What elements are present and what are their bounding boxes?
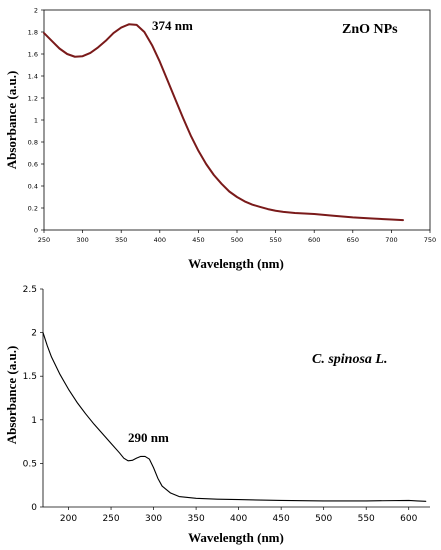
x-tick-label: 400 (154, 236, 166, 244)
y-axis-label: Absorbance (a.u.) (4, 71, 19, 170)
y-tick-label: 2 (31, 329, 37, 339)
y-tick-label: 1.2 (28, 95, 38, 103)
y-tick-label: 1.5 (23, 372, 37, 382)
x-tick-label: 250 (102, 514, 119, 524)
y-tick-label: 0.6 (28, 161, 38, 169)
y-tick-label: 2.5 (23, 285, 37, 295)
x-tick-label: 200 (60, 514, 77, 524)
y-tick-label: 2 (34, 7, 38, 15)
x-tick-label: 550 (358, 514, 375, 524)
x-axis-label: Wavelength (nm) (188, 530, 284, 545)
y-tick-label: 1 (31, 416, 37, 426)
absorbance-series-line (42, 332, 427, 502)
y-tick-label: 1 (34, 117, 38, 125)
x-tick-label: 500 (231, 236, 243, 244)
x-tick-label: 700 (385, 236, 397, 244)
x-tick-label: 450 (192, 236, 204, 244)
legend-label: ZnO NPs (342, 22, 398, 37)
y-tick-label: 1.8 (28, 29, 38, 37)
y-tick-label: 1.4 (28, 73, 38, 81)
y-tick-label: 0 (31, 503, 37, 513)
y-axis-label: Absorbance (a.u.) (4, 346, 19, 445)
x-axis-label: Wavelength (nm) (188, 256, 284, 271)
absorbance-series-line (43, 23, 404, 222)
x-tick-label: 500 (315, 514, 332, 524)
peak-annotation: 374 nm (152, 18, 193, 33)
x-tick-label: 300 (76, 236, 88, 244)
y-tick-label: 0.8 (28, 139, 38, 147)
x-tick-label: 600 (400, 514, 417, 524)
x-tick-label: 550 (269, 236, 281, 244)
x-tick-label: 600 (308, 236, 320, 244)
x-tick-label: 300 (145, 514, 162, 524)
x-tick-label: 650 (347, 236, 359, 244)
y-tick-label: 0 (34, 227, 38, 235)
legend-label: C. spinosa L. (312, 352, 387, 367)
x-tick-label: 350 (115, 236, 127, 244)
chart-c-spinosa: 200 250 300 350 400 450 500 550 600 0 0.5 1 1.5 2 2.5 W… (4, 285, 430, 545)
chart-zno-nps: 250 300 350 400 450 500 550 600 650 700 750 0 0.2 0.4… (4, 7, 436, 272)
y-tick-label: 0.2 (28, 205, 38, 213)
x-tick-label: 400 (230, 514, 247, 524)
y-tick-label: 0.4 (28, 183, 38, 191)
x-tick-label: 450 (273, 514, 290, 524)
y-tick-label: 0.5 (23, 459, 37, 469)
peak-annotation: 290 nm (128, 430, 169, 445)
x-tick-label: 250 (38, 236, 50, 244)
x-tick-label: 750 (424, 236, 436, 244)
y-tick-label: 1.6 (28, 51, 38, 59)
x-tick-label: 350 (188, 514, 205, 524)
